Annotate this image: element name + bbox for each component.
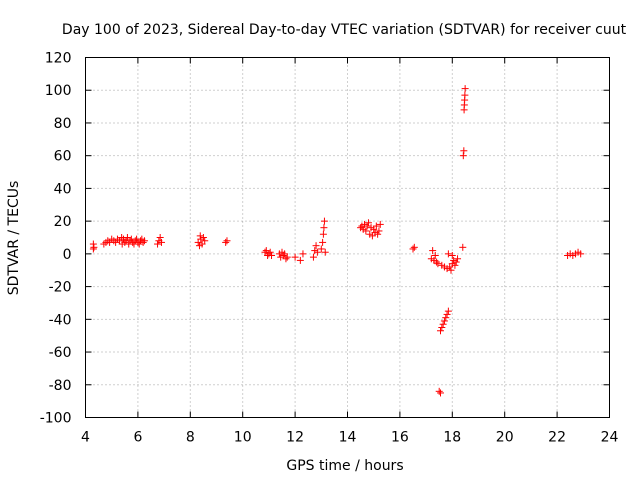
data-point — [201, 237, 209, 245]
grid-lines — [85, 57, 610, 418]
y-tick-label: 80 — [54, 116, 72, 132]
data-point — [135, 240, 143, 248]
y-tick-label: -60 — [49, 345, 72, 361]
data-point — [437, 389, 445, 397]
data-point — [447, 266, 455, 274]
data-point — [433, 258, 441, 266]
chart-title: Day 100 of 2023, Sidereal Day-to-day VTE… — [62, 22, 627, 38]
y-tick-label: 100 — [45, 83, 72, 99]
plot-frame — [85, 57, 610, 418]
data-point — [438, 324, 446, 331]
data-point — [319, 230, 327, 238]
data-point — [443, 310, 451, 318]
data-point — [429, 247, 437, 255]
x-tick-label: 6 — [133, 430, 142, 446]
y-tick-label: 0 — [63, 247, 72, 263]
data-point — [434, 260, 442, 268]
data-point — [461, 85, 469, 93]
x-tick-label: 8 — [186, 430, 195, 446]
data-point — [440, 317, 448, 325]
data-point — [448, 252, 456, 259]
y-tick-label: 40 — [54, 181, 72, 197]
data-point — [112, 238, 120, 246]
data-point — [139, 238, 147, 246]
x-tick-label: 4 — [81, 430, 90, 446]
data-point — [121, 238, 129, 246]
data-point — [309, 253, 317, 261]
x-tick-label: 14 — [339, 430, 357, 446]
data-point — [320, 217, 328, 225]
data-point — [431, 252, 439, 259]
y-tick-label: -40 — [49, 312, 72, 328]
data-point — [313, 248, 321, 256]
x-tick-label: 18 — [443, 430, 461, 446]
x-tick-labels: 4 6 8 10 12 14 16 18 20 22 24 — [81, 430, 618, 446]
x-tick-label: 16 — [391, 430, 409, 446]
data-point — [89, 240, 97, 248]
data-point — [435, 387, 443, 395]
data-point — [296, 256, 304, 264]
data-point — [156, 234, 164, 241]
data-point — [299, 250, 307, 258]
data-point — [157, 238, 165, 246]
data-point — [577, 250, 585, 258]
data-point — [444, 250, 452, 258]
data-point — [362, 227, 370, 235]
data-point — [451, 261, 459, 269]
data-point — [460, 147, 468, 155]
data-point — [459, 243, 467, 251]
data-point — [291, 253, 299, 261]
data-point — [439, 320, 447, 328]
data-point — [444, 307, 452, 315]
data-point — [442, 314, 450, 322]
data-point — [320, 224, 328, 232]
data-point — [312, 242, 320, 250]
x-axis-label: GPS time / hours — [286, 458, 403, 474]
data-point — [317, 245, 325, 253]
data-point — [104, 237, 112, 245]
y-tick-label: -100 — [40, 411, 72, 427]
x-tick-label: 22 — [548, 430, 566, 446]
data-point — [364, 219, 372, 227]
data-point — [459, 152, 467, 160]
data-point — [461, 91, 469, 99]
data-point — [154, 240, 162, 248]
y-tick-label: 20 — [54, 214, 72, 230]
data-point — [437, 327, 445, 335]
y-tick-label: 120 — [45, 51, 72, 67]
data-point — [282, 255, 290, 263]
data-point — [140, 237, 148, 245]
data-point — [454, 255, 462, 263]
data-point — [375, 227, 383, 235]
x-tick-label: 24 — [601, 430, 619, 446]
x-tick-label: 20 — [496, 430, 514, 446]
data-point — [372, 222, 380, 230]
data-point — [409, 245, 417, 253]
y-tick-label: -20 — [49, 280, 72, 296]
data-point — [452, 258, 460, 266]
y-tick-label: -80 — [49, 378, 72, 394]
data-point — [321, 248, 329, 256]
data-point — [266, 248, 274, 256]
y-tick-label: 60 — [54, 149, 72, 165]
data-point — [283, 253, 291, 261]
data-point — [199, 234, 207, 241]
x-tick-label: 12 — [286, 430, 304, 446]
y-tick-labels: -100 -80 -60 -40 -20 0 20 40 60 80 100 120 — [40, 51, 72, 427]
x-tick-label: 10 — [234, 430, 252, 446]
data-point — [223, 237, 231, 245]
data-point — [363, 222, 371, 230]
data-point — [222, 238, 230, 246]
data-point — [319, 238, 327, 246]
data-points — [89, 85, 585, 397]
data-point — [374, 230, 382, 238]
y-axis-label: SDTVAR / TECUs — [6, 181, 22, 296]
data-point — [268, 252, 276, 259]
data-point — [376, 220, 384, 228]
data-point — [410, 243, 418, 251]
data-point — [90, 243, 98, 251]
data-point — [196, 232, 204, 240]
